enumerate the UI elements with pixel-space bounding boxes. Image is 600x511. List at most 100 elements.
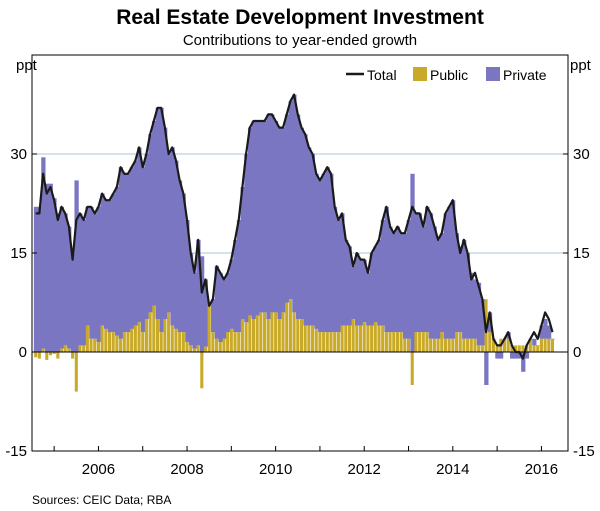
x-tick-label: 2010 [259, 461, 292, 478]
private-bar [126, 173, 131, 333]
y-tick-label-right: 0 [573, 344, 581, 361]
private-bar [214, 266, 220, 339]
private-bar [355, 253, 360, 326]
public-bar [421, 332, 425, 352]
private-bar [247, 127, 253, 316]
private-bar [517, 352, 522, 359]
private-bar [163, 127, 168, 319]
public-bar [322, 332, 326, 352]
public-bar [318, 332, 322, 352]
public-bar [432, 338, 436, 352]
public-bar [52, 352, 56, 354]
public-bar [510, 345, 514, 352]
private-bar [244, 154, 249, 323]
public-bar [237, 332, 241, 352]
legend-public-label: Public [430, 67, 468, 83]
private-bar [273, 121, 279, 313]
public-bar [466, 338, 470, 352]
private-bar [229, 259, 234, 329]
private-bar [465, 253, 471, 339]
public-bar [78, 345, 82, 352]
private-series [33, 94, 555, 385]
public-bar [163, 319, 167, 352]
public-bar [536, 345, 540, 352]
private-bar [41, 157, 46, 349]
private-bar [532, 338, 537, 346]
private-bar [129, 167, 135, 329]
public-bar [370, 325, 374, 352]
private-bar [377, 239, 382, 326]
public-bar [266, 319, 270, 352]
public-bar [458, 332, 462, 352]
private-bar [233, 239, 238, 333]
public-bar [347, 325, 352, 352]
public-bar [502, 338, 507, 352]
public-bar [517, 345, 521, 352]
x-tick-label: 2008 [170, 461, 203, 478]
private-bar [484, 352, 489, 385]
private-bar [388, 226, 393, 333]
private-bar [421, 226, 426, 333]
private-bar [476, 282, 482, 346]
public-bar [222, 338, 226, 352]
private-bar [103, 200, 109, 329]
y-tick-label-right: 30 [573, 146, 590, 163]
private-bar [48, 183, 53, 352]
legend-private-label: Private [503, 67, 547, 83]
public-bar [550, 338, 555, 352]
public-bar [488, 332, 492, 352]
public-bar [403, 338, 407, 352]
legend-public-swatch [413, 67, 427, 81]
private-bar [510, 352, 515, 359]
public-bar [281, 312, 285, 352]
private-bar [369, 253, 375, 326]
public-bar [141, 332, 145, 352]
public-bar [277, 319, 281, 352]
private-bar [170, 147, 175, 326]
private-bar [395, 226, 400, 333]
public-bar [381, 325, 385, 352]
public-bar [436, 338, 440, 352]
public-bar [229, 328, 233, 352]
private-bar [295, 114, 301, 320]
x-tick-label: 2016 [525, 461, 558, 478]
public-bar [333, 332, 337, 352]
private-bar [192, 272, 197, 349]
x-tick-label: 2006 [82, 461, 115, 478]
private-bar [155, 107, 160, 319]
private-bar [115, 187, 120, 336]
public-bar [384, 332, 388, 352]
private-bar [63, 213, 68, 346]
y-tick-label-left: -15 [5, 443, 27, 460]
public-bar [192, 348, 196, 352]
private-bar [236, 220, 242, 333]
private-bar [196, 239, 201, 346]
public-bar [178, 332, 182, 352]
public-bar [447, 338, 451, 352]
public-bar [251, 319, 256, 352]
chart-subtitle: Contributions to year-ended growth [183, 32, 417, 49]
private-bar [281, 127, 286, 313]
y-tick-label-right: 15 [573, 245, 590, 262]
public-bar [41, 348, 45, 352]
private-bar [137, 147, 142, 323]
private-bar [539, 325, 544, 339]
total-series [35, 93, 554, 360]
public-bar [399, 332, 403, 352]
public-bar [469, 338, 473, 352]
private-bar [70, 253, 76, 352]
private-bar [343, 239, 349, 326]
private-bar [524, 352, 530, 359]
private-bar [118, 167, 124, 339]
public-bar [67, 348, 71, 352]
public-bar [314, 328, 318, 352]
public-bar [63, 345, 67, 352]
legend-private-swatch [486, 67, 500, 81]
public-bar [377, 325, 381, 352]
private-bar [81, 220, 87, 346]
private-bar [78, 213, 83, 346]
public-bar [119, 338, 123, 352]
source-note: Sources: CEIC Data; RBA [32, 493, 171, 507]
private-bar [443, 213, 448, 339]
private-bar [111, 193, 116, 333]
